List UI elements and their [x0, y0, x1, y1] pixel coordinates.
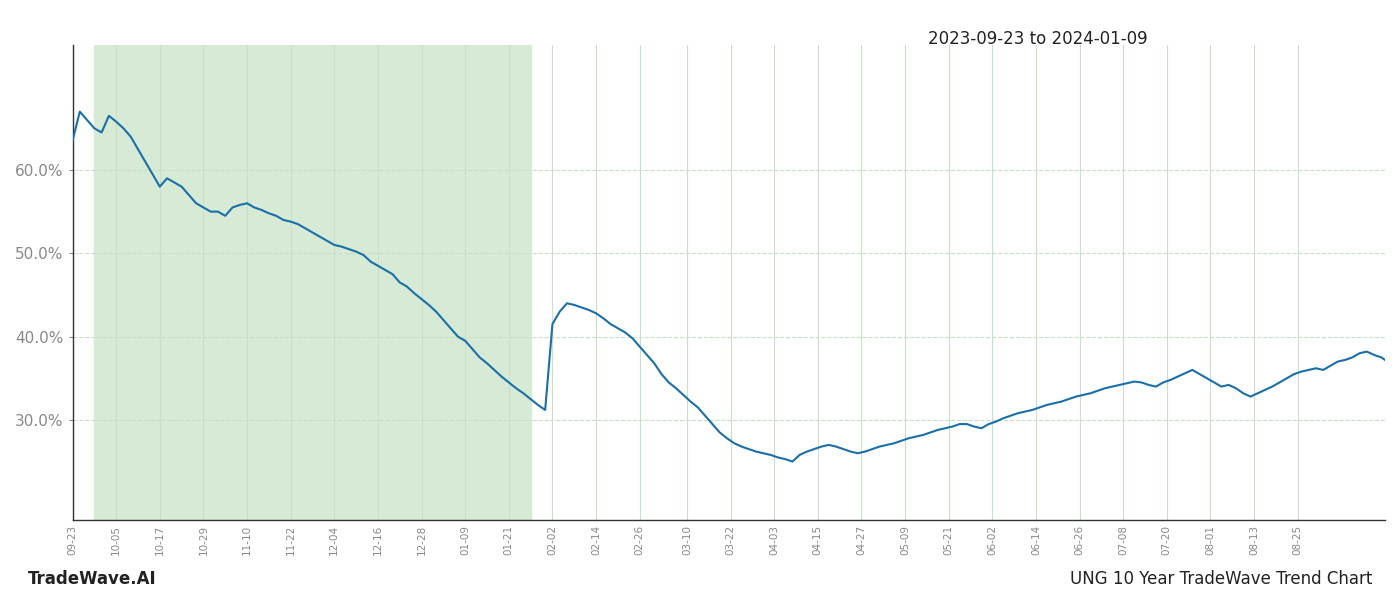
- Text: UNG 10 Year TradeWave Trend Chart: UNG 10 Year TradeWave Trend Chart: [1070, 570, 1372, 588]
- Text: 2023-09-23 to 2024-01-09: 2023-09-23 to 2024-01-09: [928, 30, 1148, 48]
- Text: TradeWave.AI: TradeWave.AI: [28, 570, 157, 588]
- Bar: [94, 45, 531, 520]
